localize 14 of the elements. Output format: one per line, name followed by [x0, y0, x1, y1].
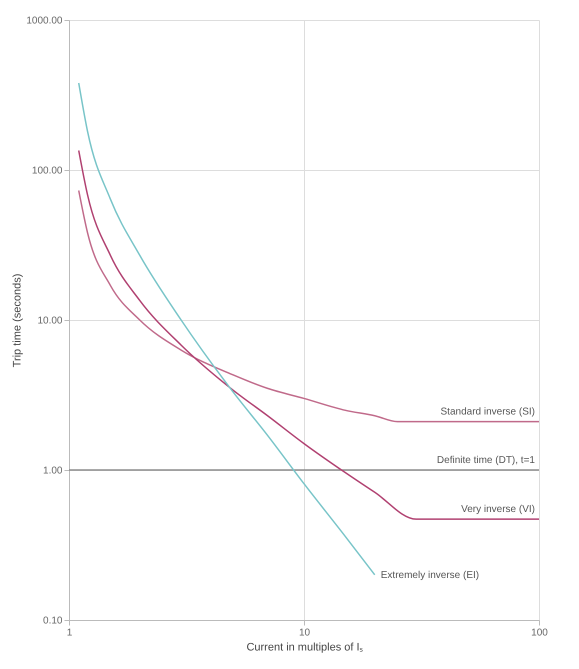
x-tick-label: 100 [531, 628, 548, 638]
series-label: Very inverse (VI) [461, 504, 535, 516]
series-label: Standard inverse (SI) [440, 406, 535, 418]
series-label: Definite time (DT), t=1 [436, 455, 536, 466]
y-tick-label: 0.10 [43, 616, 63, 626]
x-tick-label: 1 [66, 628, 73, 638]
y-tick-label: 1.00 [43, 466, 63, 476]
y-axis-title: Trip time (seconds) [11, 274, 24, 368]
y-tick-label: 100.00 [32, 166, 63, 176]
y-tick-label: 10.00 [37, 316, 63, 326]
series-label: Extremely inverse (EI) [380, 570, 480, 581]
y-tick-label: 1000.00 [26, 16, 63, 26]
x-axis-title: Current in multiples of Iₛ [246, 642, 364, 654]
x-tick-label: 10 [298, 628, 310, 638]
